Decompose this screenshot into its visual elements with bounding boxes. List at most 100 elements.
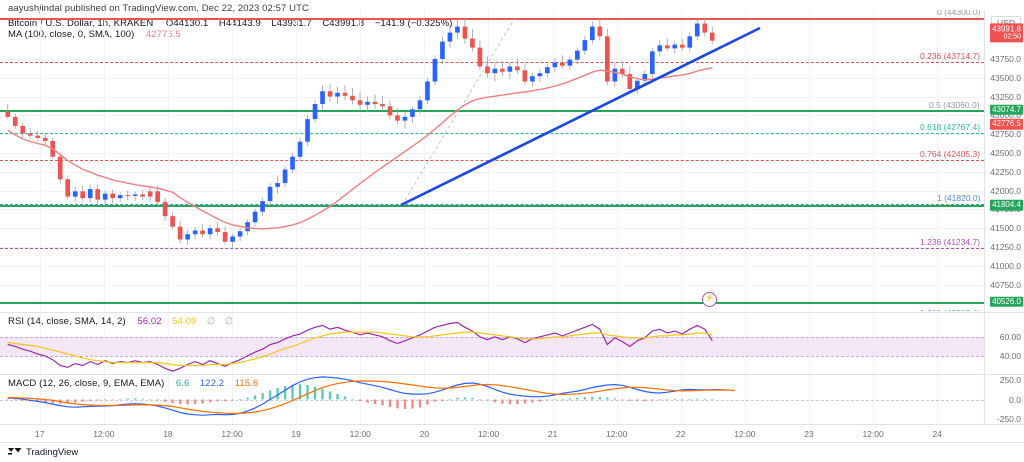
macd-histogram-bar [666, 399, 669, 400]
macd-tick-label: 0.0 [1009, 394, 1021, 405]
candle-body [102, 193, 108, 200]
attribution-text: aayushjindal published on TradingView.co… [8, 3, 310, 14]
macd-histogram-bar [441, 399, 444, 402]
candle-body [694, 23, 700, 37]
macd-histogram-bar [134, 398, 137, 400]
macd-histogram-bar [223, 399, 227, 402]
macd-histogram-bar [119, 398, 122, 400]
time-tick-label: 22 [676, 429, 686, 439]
time-axis[interactable]: 17 12:00 18 12:00 19 12:00 20 12:00 21 12:00 22 12:… [0, 424, 1024, 443]
price-plot-area[interactable]: 0 (44300.0) 0.236 (43714.7) 0.5 (43060.0) 0… [0, 10, 984, 311]
lightning-bolt-icon[interactable]: ⚡ [702, 292, 717, 307]
macd-histogram-bar [703, 398, 706, 400]
candle-body [530, 76, 535, 82]
candle-body [245, 222, 250, 232]
rsi-sma-line[interactable] [7, 331, 713, 367]
macd-histogram-bar [366, 399, 369, 403]
macd-histogram-bar [358, 399, 362, 402]
price-series-svg [5, 17, 761, 248]
rsi-plot-area[interactable] [0, 313, 984, 375]
price-gridline [0, 152, 984, 154]
price-tick-label: 43250.0 [990, 91, 1021, 102]
candle-body [5, 111, 11, 117]
macd-histogram-bar [193, 399, 197, 404]
macd-histogram-bar [493, 399, 497, 403]
price-gridline [0, 265, 984, 267]
bottom-green-support[interactable] [0, 301, 984, 304]
macd-histogram-bar [148, 399, 152, 401]
fib-level-label: 1.618 (40287.4) [920, 308, 980, 311]
candle-body [297, 141, 303, 157]
fib-level-line[interactable] [0, 132, 984, 134]
macd-tick-label: 250.0 [999, 375, 1021, 386]
macd-macd-line[interactable] [7, 376, 728, 416]
candle-body [372, 101, 378, 105]
candle-body [147, 191, 153, 197]
candle-body [627, 73, 633, 90]
candle-body [410, 109, 415, 117]
candle-body [155, 191, 160, 202]
macd-histogram-bar [711, 399, 714, 400]
candle-body [95, 189, 101, 200]
price-gridline [0, 77, 984, 79]
upper-red-resistance[interactable] [0, 17, 984, 20]
candle-body [432, 58, 438, 82]
candle-body [447, 32, 453, 42]
candle-body [132, 194, 138, 196]
badge-price: 42776.5 [992, 118, 1021, 128]
mid-green-support[interactable] [0, 109, 984, 112]
macd-histogram-bar [531, 399, 534, 403]
fib-level-line[interactable] [0, 61, 984, 63]
candle-body [582, 40, 588, 51]
pane-separator-rsi[interactable] [0, 312, 1024, 313]
macd-histogram-bar [373, 399, 377, 405]
macd-histogram-bar [96, 399, 99, 401]
price-gridline [0, 171, 984, 173]
rsi-series-svg [7, 321, 713, 372]
candle-body [357, 100, 363, 105]
pane-separator-macd[interactable] [0, 374, 1024, 375]
price-scale[interactable]: USD 43750.043500.043250.043000.042750.04… [984, 10, 1024, 311]
macd-signal-line[interactable] [7, 380, 735, 414]
price-gridline [0, 58, 984, 60]
symbol-title: Bitcoin / U.S. Dollar, 1h, KRAKEN [8, 18, 154, 29]
candle-body [162, 201, 168, 217]
time-tick-label: 19 [291, 429, 301, 439]
macd-plot-area[interactable] [0, 375, 984, 424]
candle-body [185, 234, 190, 240]
candle-body [42, 137, 48, 141]
time-tick-label: 12:00 [93, 429, 115, 439]
fib-level-line[interactable] [0, 204, 984, 206]
macd-histogram-bar [538, 399, 542, 402]
macd-histogram-bar [456, 398, 459, 400]
time-tick-label: 12:00 [221, 429, 243, 439]
macd-histogram-bar [561, 399, 564, 400]
ohlc-close: C43991.8 [322, 18, 365, 29]
price-tick-label: 43000.0 [990, 110, 1021, 121]
moving-average-line[interactable] [7, 67, 713, 230]
macd-histogram-bar [6, 399, 9, 401]
candle-body [387, 106, 393, 116]
macd-line-value: 122.2 [199, 378, 225, 389]
macd-histogram-bar [478, 398, 482, 400]
price-tick-label: 41250.0 [990, 242, 1021, 253]
rsi-rsi-line[interactable] [7, 321, 713, 372]
fib-level-line[interactable] [0, 248, 984, 250]
ohlc-high: H44143.9 [218, 18, 261, 29]
blue-uptrend-line[interactable] [400, 26, 761, 207]
macd-histogram-bar [508, 399, 512, 405]
macd-histogram-bar [141, 398, 144, 400]
candle-body [612, 68, 618, 82]
fib-level-label: 0.236 (43714.7) [920, 50, 981, 61]
price-tick-label: 41500.0 [990, 223, 1021, 234]
candle-body [380, 104, 385, 107]
macd-histogram-bar [396, 399, 399, 409]
tradingview-logo[interactable]: TradingView [8, 447, 78, 458]
candle-body [335, 92, 340, 97]
candle-body [125, 195, 130, 197]
candle-body [462, 26, 468, 39]
candle-body [252, 211, 258, 223]
lower-green-support[interactable] [0, 205, 984, 208]
macd-histogram-bar [21, 399, 24, 401]
candle-body [537, 73, 543, 77]
